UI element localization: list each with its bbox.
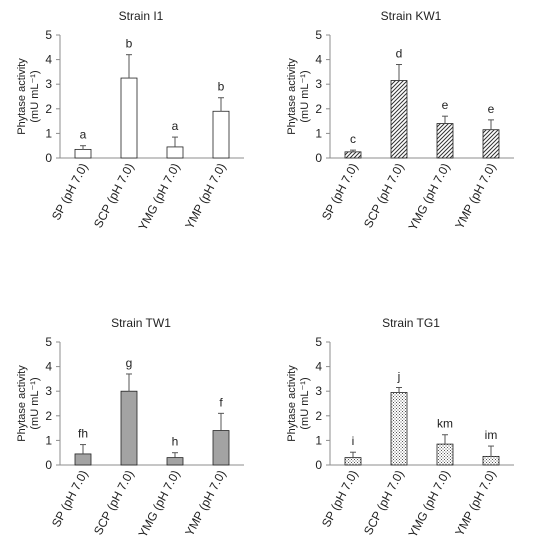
bar <box>74 148 92 159</box>
bar <box>390 392 408 466</box>
chart-title: Strain I1 <box>119 9 164 23</box>
x-tick-label: YMG (pH 7.0) <box>136 468 183 540</box>
significance-letter: a <box>80 128 87 142</box>
y-axis-unit: (mU mL⁻¹) <box>299 70 311 122</box>
x-tick-label: YMP (pH 7.0) <box>182 161 228 232</box>
y-tick-label: 2 <box>315 409 322 423</box>
y-axis-unit: (mU mL⁻¹) <box>29 70 41 122</box>
y-axis-label: Phytase activity <box>16 365 28 442</box>
significance-letter: e <box>488 102 495 116</box>
bar <box>212 430 230 466</box>
bar <box>120 77 138 159</box>
x-tick-label: SP (pH 7.0) <box>319 161 361 223</box>
bar <box>436 443 454 466</box>
y-tick-label: 1 <box>315 433 322 447</box>
significance-letter: i <box>352 434 355 448</box>
y-tick-label: 0 <box>45 151 52 165</box>
x-tick-label: YMP (pH 7.0) <box>452 468 498 539</box>
y-tick-label: 0 <box>315 458 322 472</box>
bar <box>482 455 500 466</box>
chart-panel-4: Strain TG1 Phytase activity (mU mL⁻¹) 0 1 2 3 4… <box>286 316 514 540</box>
y-tick-label: 2 <box>45 409 52 423</box>
chart-title: Strain KW1 <box>381 9 442 23</box>
significance-letter: d <box>396 47 403 61</box>
y-tick-label: 5 <box>315 28 322 42</box>
significance-letter: f <box>219 395 223 409</box>
bar <box>482 129 500 159</box>
significance-letter: j <box>397 370 401 384</box>
bar <box>166 146 184 159</box>
y-tick-label: 3 <box>315 77 322 91</box>
significance-letter: b <box>218 80 225 94</box>
significance-letter: g <box>126 356 133 370</box>
x-tick-label: SP (pH 7.0) <box>49 468 91 530</box>
significance-letter: a <box>172 119 179 133</box>
y-axis-label: Phytase activity <box>16 58 28 135</box>
y-axis-label: Phytase activity <box>286 58 298 135</box>
y-tick-label: 4 <box>45 53 52 67</box>
x-tick-label: YMG (pH 7.0) <box>136 161 183 233</box>
chart-title: Strain TG1 <box>382 316 440 330</box>
bar <box>166 457 184 466</box>
significance-letter: km <box>437 417 453 431</box>
bar <box>436 123 454 159</box>
significance-letter: b <box>126 37 133 51</box>
significance-letter: h <box>172 435 179 449</box>
y-tick-label: 5 <box>45 28 52 42</box>
x-tick-label: YMP (pH 7.0) <box>182 468 228 539</box>
chart-title: Strain TW1 <box>111 316 171 330</box>
chart-panel-1: Strain I1 Phytase activity (mU mL⁻¹) 0 1 2 3 4 5… <box>16 9 244 233</box>
x-tick-label: SP (pH 7.0) <box>319 468 361 530</box>
y-tick-label: 1 <box>45 433 52 447</box>
y-tick-label: 1 <box>45 126 52 140</box>
bar <box>120 390 138 466</box>
significance-letter: fh <box>78 427 88 441</box>
chart-panel-3: Strain TW1 Phytase activity (mU mL⁻¹) 0 1 2 3 4… <box>16 316 244 540</box>
y-tick-label: 5 <box>45 335 52 349</box>
x-tick-label: SCP (pH 7.0) <box>91 161 137 230</box>
x-tick-label: SCP (pH 7.0) <box>361 161 407 230</box>
y-axis-label: Phytase activity <box>286 365 298 442</box>
x-tick-label: SCP (pH 7.0) <box>361 468 407 537</box>
y-tick-label: 3 <box>45 77 52 91</box>
y-tick-label: 4 <box>45 360 52 374</box>
bar <box>344 151 362 159</box>
bar <box>390 80 408 159</box>
y-axis-unit: (mU mL⁻¹) <box>29 377 41 429</box>
significance-letter: e <box>442 98 449 112</box>
y-axis-unit: (mU mL⁻¹) <box>299 377 311 429</box>
significance-letter: im <box>485 428 498 442</box>
y-tick-label: 4 <box>315 53 322 67</box>
y-tick-label: 0 <box>45 458 52 472</box>
y-tick-label: 2 <box>45 102 52 116</box>
y-tick-label: 3 <box>45 384 52 398</box>
x-tick-label: YMP (pH 7.0) <box>452 161 498 232</box>
y-tick-label: 1 <box>315 126 322 140</box>
y-tick-label: 2 <box>315 102 322 116</box>
x-tick-label: SCP (pH 7.0) <box>91 468 137 537</box>
y-tick-label: 5 <box>315 335 322 349</box>
bar <box>344 457 362 466</box>
y-tick-label: 3 <box>315 384 322 398</box>
chart-panel-2: Strain KW1 Phytase activity (mU mL⁻¹) 0 1 2 3 4… <box>286 9 514 233</box>
significance-letter: c <box>350 132 356 146</box>
x-tick-label: YMG (pH 7.0) <box>406 161 453 233</box>
bar <box>212 110 230 159</box>
bar <box>74 453 92 466</box>
y-tick-label: 0 <box>315 151 322 165</box>
y-tick-label: 4 <box>315 360 322 374</box>
x-tick-label: YMG (pH 7.0) <box>406 468 453 540</box>
x-tick-label: SP (pH 7.0) <box>49 161 91 223</box>
